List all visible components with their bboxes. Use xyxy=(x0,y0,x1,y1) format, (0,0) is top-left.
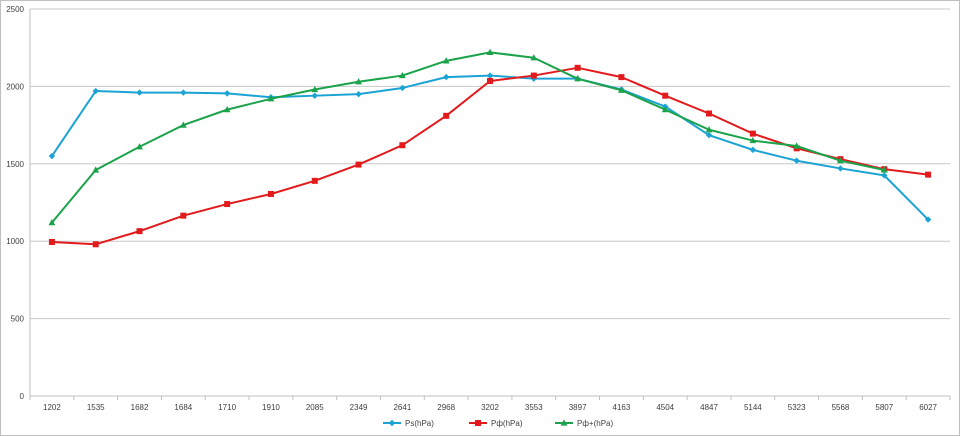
x-axis: 1202 1535 1682 1684 1710 1910 2085 2349 2641 2968… xyxy=(29,9,951,412)
x-tick-label: 5144 xyxy=(744,403,762,412)
x-tick-label: 4847 xyxy=(700,403,718,412)
data-point xyxy=(399,84,406,92)
series-1 xyxy=(48,72,932,223)
data-point xyxy=(180,89,187,96)
x-tick-label: 2641 xyxy=(393,403,411,412)
x-tick-label: 6027 xyxy=(919,403,937,412)
data-point xyxy=(530,75,538,82)
data-point xyxy=(136,89,143,96)
x-tick-label: 1682 xyxy=(131,403,149,412)
data-point xyxy=(925,171,932,178)
data-point xyxy=(398,71,406,79)
legend-label: Ps(hPa) xyxy=(405,419,434,428)
data-point xyxy=(705,126,713,133)
legend-item: Pф(hPa) xyxy=(469,419,523,428)
data-point xyxy=(881,172,888,179)
data-point xyxy=(837,157,844,164)
data-point xyxy=(837,165,844,172)
x-tick-label: 3202 xyxy=(481,403,499,412)
data-point xyxy=(749,130,756,137)
legend-swatch-marker xyxy=(560,419,568,426)
data-point xyxy=(924,216,932,223)
legend-swatch-marker xyxy=(388,419,396,427)
data-point xyxy=(661,106,669,113)
x-tick-label: 3553 xyxy=(525,403,543,412)
data-point xyxy=(48,238,55,245)
x-tick-label: 5568 xyxy=(832,403,850,412)
data-point xyxy=(223,90,231,97)
x-tick-label: 1910 xyxy=(262,403,280,412)
data-point xyxy=(662,92,669,99)
legend: Ps(hPa) Pф(hPa) Pф+(hPa) xyxy=(383,419,613,428)
legend-swatch-marker xyxy=(475,420,481,426)
legend-item: Ps(hPa) xyxy=(383,419,434,428)
x-tick-label: 1710 xyxy=(218,403,236,412)
data-point xyxy=(311,85,319,93)
data-point xyxy=(92,166,100,173)
y-tick-label: 2500 xyxy=(6,5,24,14)
x-tick-label: 2968 xyxy=(437,403,455,412)
data-point xyxy=(355,90,362,98)
data-point xyxy=(443,112,450,119)
data-point xyxy=(880,166,888,173)
data-point xyxy=(48,152,56,160)
data-point xyxy=(487,77,493,84)
x-tick-label: 1684 xyxy=(174,403,192,412)
data-point xyxy=(92,241,99,248)
data-point xyxy=(442,73,450,81)
data-point xyxy=(793,157,800,164)
data-point xyxy=(486,48,494,55)
data-point xyxy=(749,136,757,144)
x-tick-label: 3897 xyxy=(569,403,587,412)
y-axis-ticks: 0 500 1000 1500 2000 2500 xyxy=(6,5,24,401)
series-group xyxy=(48,48,932,248)
data-point xyxy=(486,72,494,79)
data-point xyxy=(180,212,187,219)
series-3 xyxy=(48,48,888,226)
data-point xyxy=(574,64,581,71)
data-point xyxy=(705,131,713,139)
y-tick-label: 0 xyxy=(20,392,25,401)
data-point xyxy=(618,86,625,93)
data-point xyxy=(136,228,143,235)
data-point xyxy=(224,201,231,208)
x-tick-label: 5323 xyxy=(788,403,806,412)
legend-label: Pф(hPa) xyxy=(491,419,523,428)
data-point xyxy=(706,110,713,117)
y-tick-label: 2000 xyxy=(6,82,24,91)
series-line xyxy=(51,51,885,224)
y-tick-label: 1000 xyxy=(6,237,24,246)
data-point xyxy=(311,92,318,99)
x-tick-label: 5807 xyxy=(875,403,893,412)
x-tick-label: 1202 xyxy=(43,403,61,412)
data-point xyxy=(618,74,625,81)
data-point xyxy=(793,142,801,149)
data-point xyxy=(267,190,274,197)
data-point xyxy=(355,161,362,168)
data-point xyxy=(267,95,275,102)
data-point xyxy=(355,78,362,85)
y-tick-label: 1500 xyxy=(6,160,24,169)
data-point xyxy=(530,72,537,79)
data-point xyxy=(530,54,538,61)
x-tick-label: 4504 xyxy=(656,403,674,412)
x-tick-label: 4163 xyxy=(613,403,631,412)
x-tick-label: 1535 xyxy=(87,403,105,412)
data-point xyxy=(179,121,187,128)
data-point xyxy=(574,75,582,82)
data-point xyxy=(92,87,99,95)
x-tick-label: 2349 xyxy=(350,403,368,412)
data-point xyxy=(48,219,56,226)
data-point xyxy=(311,177,318,184)
data-point xyxy=(223,106,231,113)
y-tick-label: 500 xyxy=(11,315,25,324)
x-tick-label: 2085 xyxy=(306,403,324,412)
data-point xyxy=(399,142,406,149)
data-point xyxy=(442,57,450,64)
data-point xyxy=(749,146,757,154)
data-point xyxy=(136,143,143,150)
legend-label: Pф+(hPa) xyxy=(577,419,613,428)
legend-item: Pф+(hPa) xyxy=(555,419,613,428)
